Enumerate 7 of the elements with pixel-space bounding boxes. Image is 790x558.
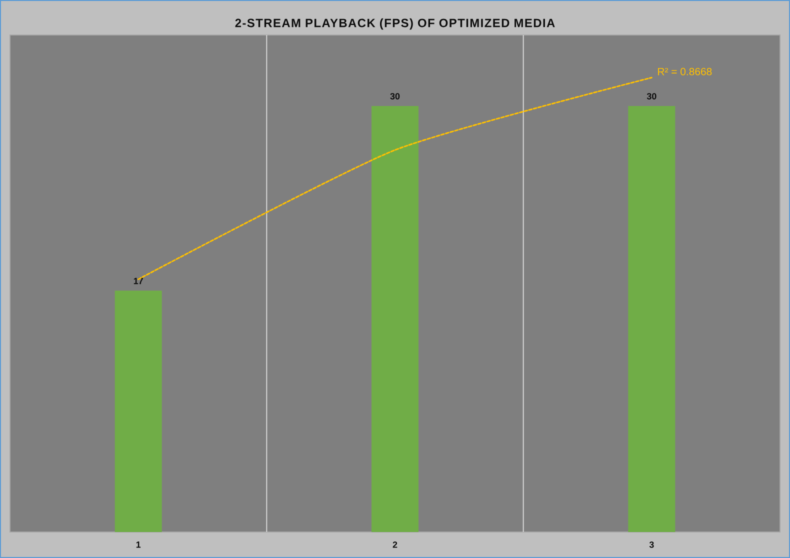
x-tick-label: 1 (136, 542, 141, 548)
data-label: 30 (646, 93, 656, 100)
chart-title: 2-STREAM PLAYBACK (FPS) OF OPTIMIZED MEDIA (235, 18, 555, 30)
x-tick-label: 2 (392, 542, 398, 548)
annotation: R² = 0.8668 (658, 68, 712, 76)
data-label: 30 (390, 93, 400, 100)
x-tick-label: 3 (649, 542, 654, 548)
